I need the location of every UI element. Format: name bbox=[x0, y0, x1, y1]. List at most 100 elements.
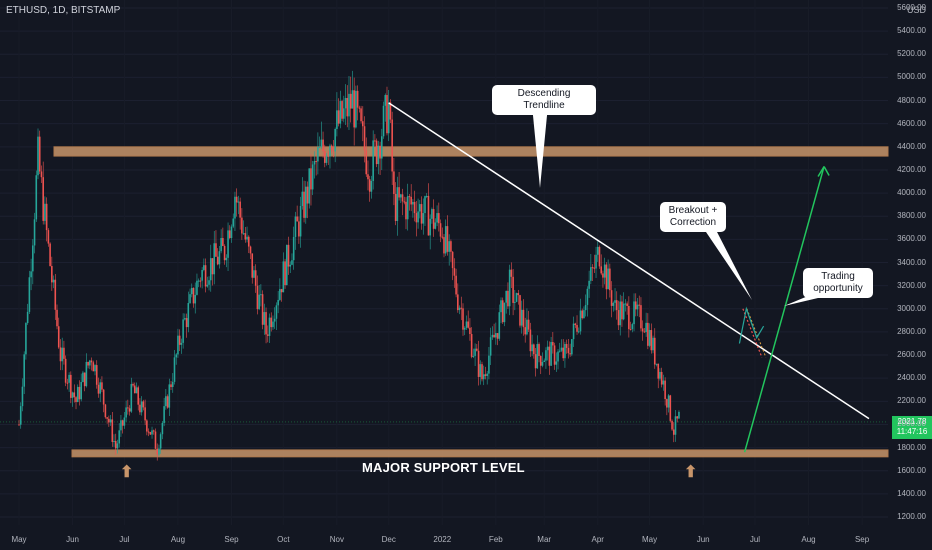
candle-body bbox=[294, 216, 297, 237]
candle-body bbox=[180, 342, 183, 345]
candle-body bbox=[209, 258, 212, 281]
candle-body bbox=[634, 301, 637, 310]
support-level-label: MAJOR SUPPORT LEVEL bbox=[362, 460, 525, 475]
candle-body bbox=[135, 387, 138, 394]
candle-body bbox=[187, 302, 190, 328]
candle-body bbox=[640, 305, 642, 329]
candle-body bbox=[560, 347, 563, 351]
candle-body bbox=[410, 196, 412, 205]
candle-body bbox=[558, 350, 561, 352]
candle-body bbox=[588, 280, 590, 289]
candle-body bbox=[462, 308, 464, 330]
candle-body bbox=[671, 420, 673, 430]
candle-body bbox=[619, 301, 622, 326]
candle-body bbox=[258, 294, 260, 310]
candle-body bbox=[89, 360, 91, 366]
trading-opportunity-callout[interactable]: Trading opportunity bbox=[803, 268, 873, 298]
candle-body bbox=[659, 371, 661, 379]
candle-body bbox=[400, 194, 402, 198]
candle-body bbox=[567, 347, 570, 354]
candle-body bbox=[171, 381, 174, 388]
candle-body bbox=[73, 392, 76, 398]
candle-body bbox=[154, 431, 157, 449]
candle-body bbox=[303, 191, 305, 218]
candle-body bbox=[211, 258, 214, 275]
candle-body bbox=[38, 136, 41, 172]
candle-body bbox=[372, 140, 374, 181]
candle-body bbox=[557, 351, 559, 362]
candle-body bbox=[552, 342, 554, 346]
candle-body bbox=[327, 155, 330, 157]
x-tick-label: Aug bbox=[170, 535, 186, 544]
trendline-callout[interactable]: Descending Trendline bbox=[492, 85, 596, 115]
candle-body bbox=[439, 223, 442, 237]
candle-body bbox=[598, 246, 601, 267]
candle-body bbox=[242, 233, 245, 235]
candle-body bbox=[458, 307, 461, 311]
y-tick-label: 1600.00 bbox=[897, 465, 926, 475]
up-arrow-icon: ⬆ bbox=[120, 464, 134, 481]
candle-body bbox=[130, 384, 133, 412]
candle-body bbox=[641, 328, 644, 332]
candle-body bbox=[628, 306, 630, 330]
candle-body bbox=[266, 334, 269, 336]
candle-body bbox=[108, 418, 110, 423]
candle-body bbox=[185, 318, 188, 328]
candle-body bbox=[353, 90, 355, 128]
candle-body bbox=[111, 419, 114, 442]
candle-body bbox=[299, 205, 302, 237]
candle-body bbox=[508, 269, 511, 307]
candle-body bbox=[277, 299, 279, 306]
candle-body bbox=[664, 380, 666, 400]
candle-body bbox=[26, 311, 29, 324]
candle-body bbox=[629, 329, 632, 331]
y-tick-label: 5600.00 bbox=[897, 3, 926, 12]
candle-body bbox=[379, 145, 381, 159]
candle-body bbox=[158, 448, 160, 455]
candle-body bbox=[317, 147, 319, 162]
candle-body bbox=[235, 196, 238, 203]
symbol-label[interactable]: ETHUSD, 1D, BITSTAMP bbox=[6, 5, 121, 16]
candle-body bbox=[68, 374, 70, 383]
candle-body bbox=[507, 290, 509, 307]
breakout-callout[interactable]: Breakout + Correction bbox=[660, 202, 726, 232]
x-tick-label: Jun bbox=[696, 535, 710, 544]
candle-body bbox=[128, 408, 131, 412]
candle-body bbox=[320, 139, 323, 148]
candle-body bbox=[358, 107, 361, 109]
candle-body bbox=[239, 201, 241, 218]
candle-body bbox=[538, 344, 540, 356]
candle-body bbox=[591, 267, 594, 269]
y-tick-label: 3800.00 bbox=[897, 211, 926, 221]
y-tick-label: 3400.00 bbox=[897, 257, 926, 267]
candle-body bbox=[648, 330, 651, 346]
candle-body bbox=[417, 211, 419, 223]
candle-body bbox=[83, 372, 86, 387]
candle-body bbox=[674, 416, 677, 435]
candle-body bbox=[28, 277, 31, 312]
y-tick-label: 5400.00 bbox=[897, 26, 926, 36]
candle-body bbox=[71, 392, 74, 398]
candle-body bbox=[63, 347, 65, 359]
projection-line bbox=[743, 166, 825, 453]
candle-body bbox=[263, 312, 266, 325]
candle-body bbox=[612, 302, 615, 306]
candle-body bbox=[596, 246, 599, 255]
candle-body bbox=[232, 218, 235, 227]
y-tick-label: 3600.00 bbox=[897, 234, 926, 244]
y-tick-label: 2200.00 bbox=[897, 396, 926, 406]
candle-body bbox=[579, 310, 582, 332]
candle-body bbox=[99, 382, 102, 394]
candle-body bbox=[256, 285, 259, 310]
candle-body bbox=[315, 161, 317, 163]
candle-body bbox=[553, 345, 556, 365]
candle-body bbox=[349, 93, 352, 109]
candle-body bbox=[334, 128, 336, 152]
candle-body bbox=[467, 321, 469, 328]
candle-body bbox=[550, 342, 552, 366]
candle-body bbox=[555, 361, 558, 365]
candle-body bbox=[140, 401, 143, 413]
candle-body bbox=[403, 201, 406, 203]
candle-body bbox=[571, 339, 573, 355]
